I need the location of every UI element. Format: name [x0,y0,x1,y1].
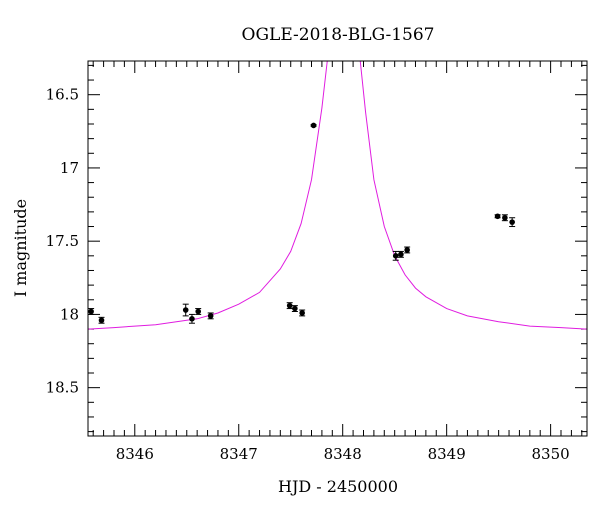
data-point [189,316,195,322]
y-axis-label: I magnitude [11,199,30,297]
data-point [310,122,317,129]
y-tick-label: 17.5 [46,232,79,250]
data-point [195,308,201,315]
data-point [404,247,410,253]
data-point [88,308,94,315]
data-point [299,310,305,316]
x-tick-label: 8347 [220,445,258,463]
data-point [292,305,298,312]
data-point [398,251,404,258]
x-tick-label: 8350 [532,445,570,463]
data-point [207,313,214,319]
x-axis-label: HJD - 2450000 [278,477,398,496]
data-point [392,253,399,259]
data-point [494,213,501,220]
x-tick-label: 8349 [428,445,466,463]
y-tick-label: 18.5 [46,379,79,397]
data-point [98,317,105,324]
data-point [502,214,508,221]
data-point [182,307,189,313]
axis-tick-labels: 8346 8347 8348 8349 8350 16.5 17 17.5 18 18.5 [46,86,570,463]
y-tick-label: 16.5 [46,86,79,104]
x-tick-label: 8348 [324,445,362,463]
chart-title: OGLE-2018-BLG-1567 [242,25,435,45]
data-point [286,302,293,309]
y-tick-label: 17 [60,159,79,177]
model-curve [88,61,587,330]
data-point [509,219,515,225]
plot-area [88,61,587,330]
y-tick-label: 18 [60,305,79,323]
axis-ticks [88,61,587,436]
plot-frame [87,60,588,437]
x-tick-label: 8346 [116,445,154,463]
